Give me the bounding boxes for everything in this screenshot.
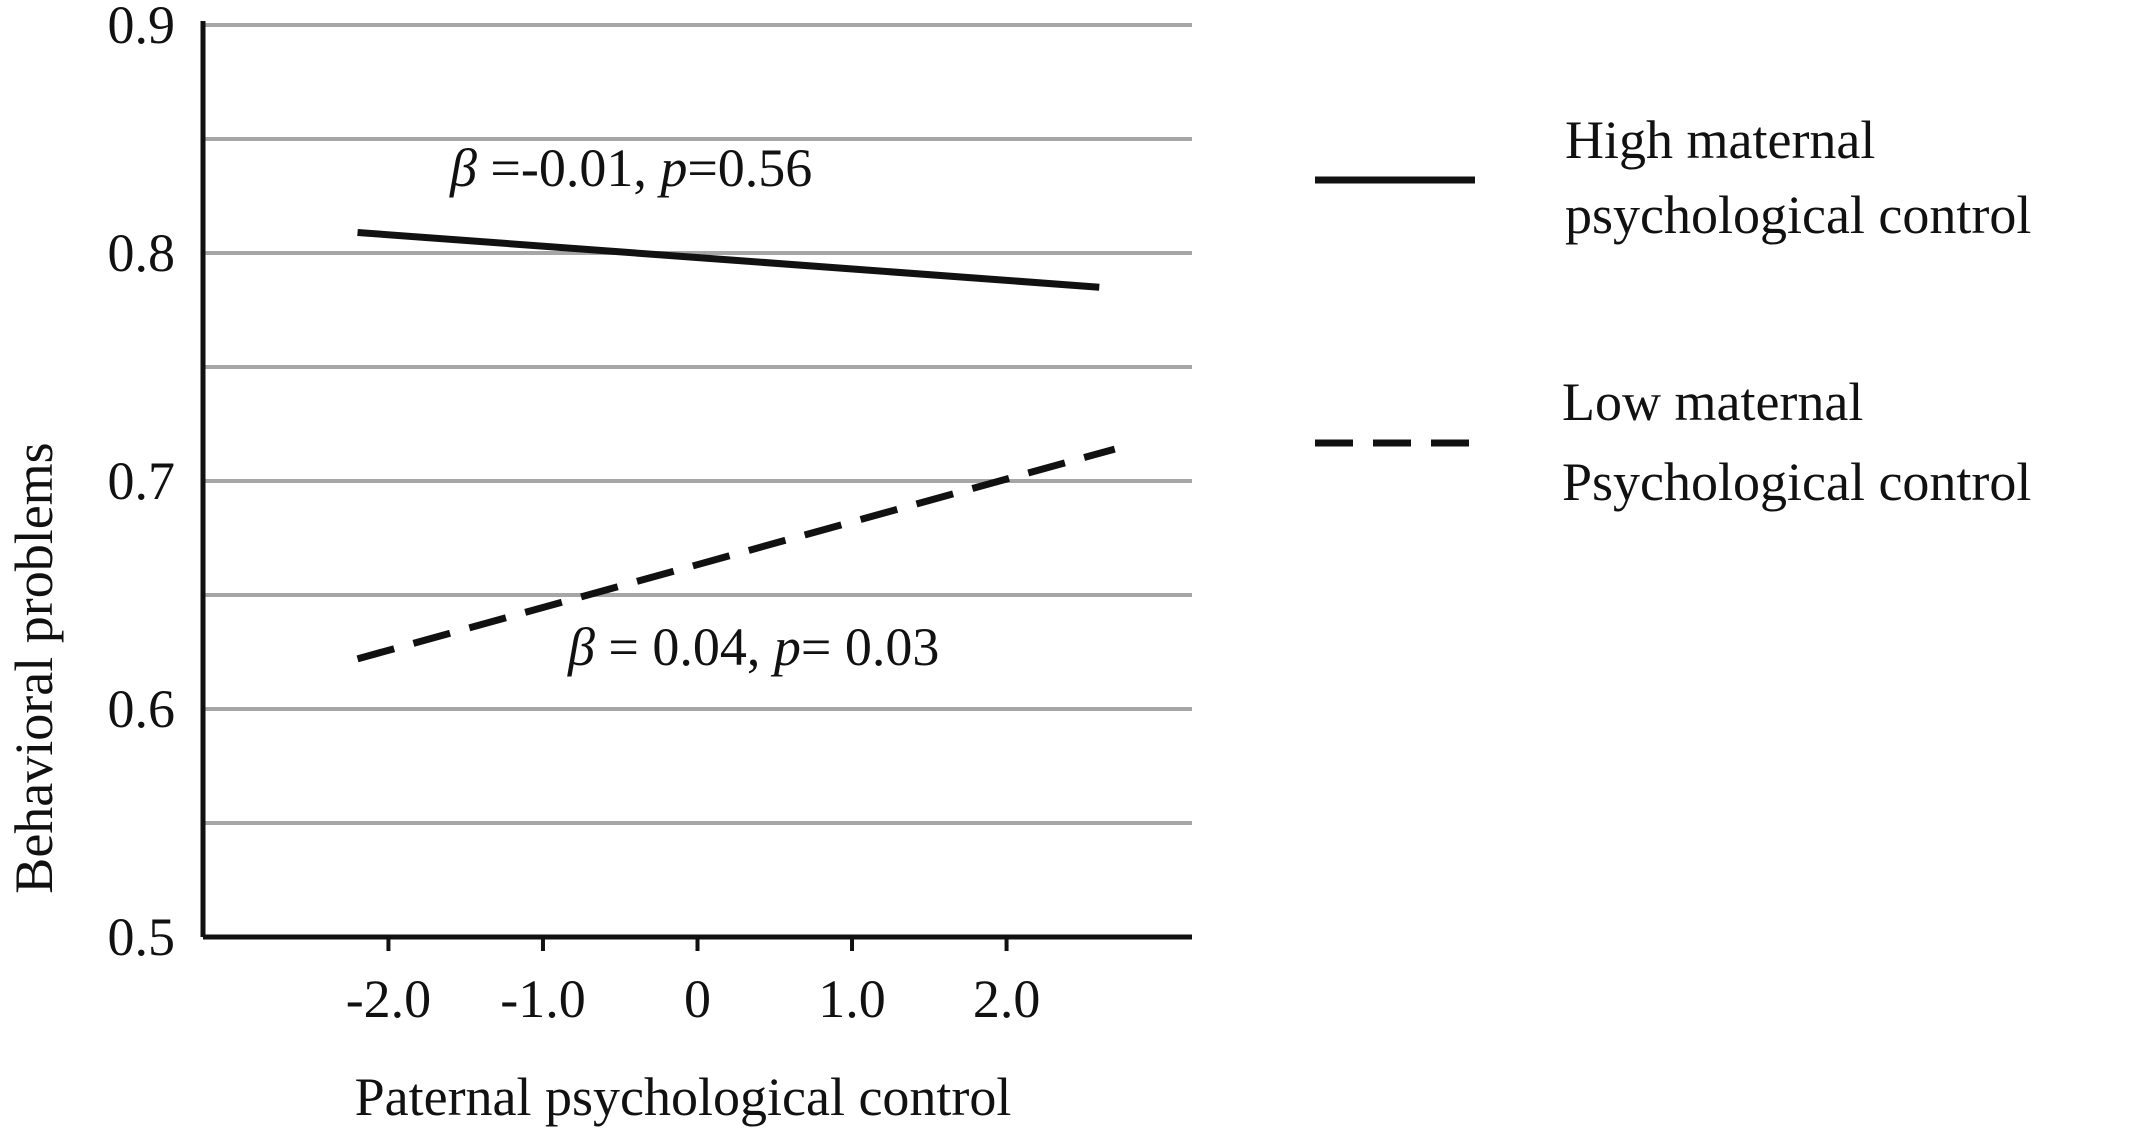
y-tick-label: 0.9 — [108, 0, 176, 55]
series-line-low-maternal — [356, 445, 1116, 663]
y-tick-label: 0.7 — [108, 451, 176, 511]
y-tick-label: 0.5 — [108, 907, 176, 967]
x-axis-label: Paternal psychological control — [355, 1067, 1012, 1127]
series-line-high-maternal — [357, 228, 1100, 291]
legend: High maternal psychological control Low … — [1315, 110, 2031, 512]
x-tick-label: 1.0 — [818, 969, 886, 1029]
tick-labels: -2.0 -1.0 0 1.0 2.0 0.5 0.6 0.7 0.8 0.9 — [108, 0, 1041, 1029]
legend-label-low-line1: Low maternal — [1562, 372, 1863, 432]
high-series-annotation: β =-0.01, p=0.56 — [449, 138, 812, 198]
x-tick-label: -2.0 — [346, 969, 431, 1029]
low-series-annotation: β = 0.04, p= 0.03 — [567, 617, 939, 677]
y-tick-label: 0.6 — [108, 679, 176, 739]
axes — [200, 21, 1192, 951]
gridlines — [203, 23, 1192, 825]
x-tick-label: -1.0 — [500, 969, 585, 1029]
x-tick-label: 0 — [684, 969, 711, 1029]
x-tick-label: 2.0 — [973, 969, 1041, 1029]
y-axis-label: Behavioral problems — [4, 442, 64, 893]
legend-label-low-line2: Psychological control — [1562, 452, 2031, 512]
legend-label-high-line2: psychological control — [1565, 185, 2031, 245]
legend-label-high-line1: High maternal — [1565, 110, 1875, 170]
series-lines — [356, 228, 1116, 663]
y-tick-label: 0.8 — [108, 223, 176, 283]
